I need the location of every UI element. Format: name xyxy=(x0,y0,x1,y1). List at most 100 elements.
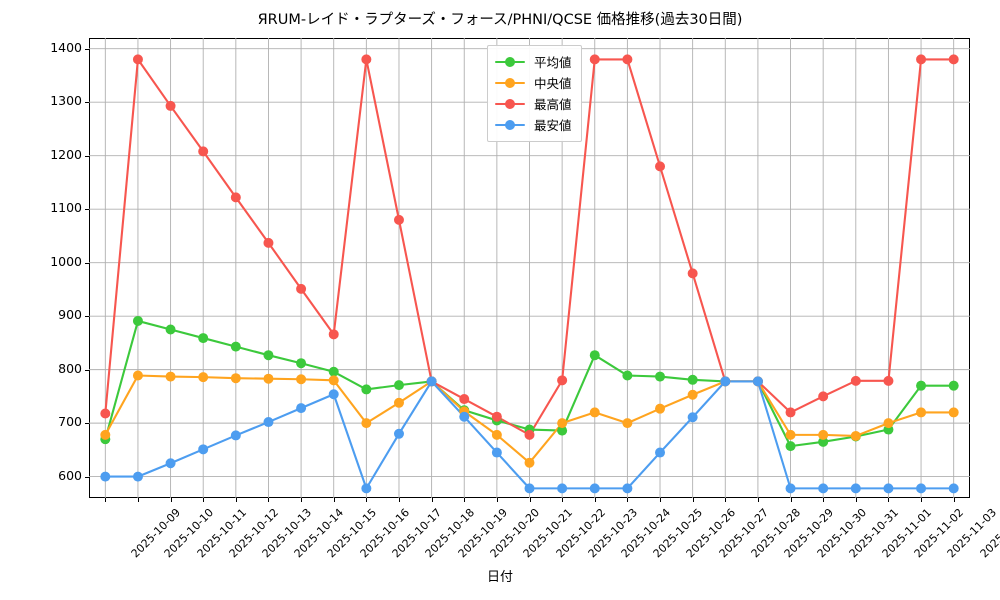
series-marker xyxy=(328,375,339,386)
series-marker xyxy=(850,430,861,441)
y-tick-label: 1000 xyxy=(50,253,82,269)
series-marker xyxy=(263,237,274,248)
series-marker xyxy=(948,380,959,391)
y-tick-label: 600 xyxy=(58,467,82,483)
chart-title: ЯRUM-レイド・ラプターズ・フォース/PHNI/QCSE 価格推移(過去30日… xyxy=(257,12,743,28)
legend-swatch-icon xyxy=(495,119,525,131)
legend-swatch-icon xyxy=(495,77,525,89)
series-marker xyxy=(165,324,176,335)
x-tick-mark xyxy=(496,498,498,502)
series-marker xyxy=(622,418,633,429)
x-tick-mark xyxy=(692,498,694,502)
series-marker xyxy=(589,350,600,361)
series-marker xyxy=(883,418,894,429)
y-tick-label: 800 xyxy=(58,360,82,376)
series-marker xyxy=(557,375,568,386)
series-marker xyxy=(785,441,796,452)
x-tick-mark xyxy=(660,498,662,502)
y-tick-mark xyxy=(85,48,89,50)
series-marker xyxy=(948,407,959,418)
y-tick-mark xyxy=(85,262,89,264)
x-tick-mark xyxy=(333,498,335,502)
series-marker xyxy=(361,418,372,429)
legend-label: 中央値 xyxy=(534,76,572,91)
series-marker xyxy=(687,374,698,385)
x-tick-mark xyxy=(235,498,237,502)
series-marker xyxy=(785,407,796,418)
y-tick-mark xyxy=(85,316,89,318)
series-marker xyxy=(459,394,470,405)
y-tick-mark xyxy=(85,102,89,104)
series-marker xyxy=(198,146,209,157)
series-marker xyxy=(524,457,535,468)
series-marker xyxy=(589,407,600,418)
series-marker xyxy=(361,483,372,494)
series-marker xyxy=(916,483,927,494)
y-tick-label: 1100 xyxy=(50,200,82,216)
series-marker xyxy=(263,373,274,384)
series-marker xyxy=(655,161,666,172)
series-marker xyxy=(296,283,307,294)
legend-label: 平均値 xyxy=(534,55,572,70)
series-marker xyxy=(491,411,502,422)
series-marker xyxy=(491,447,502,458)
x-tick-mark xyxy=(301,498,303,502)
series-marker xyxy=(883,483,894,494)
series-marker xyxy=(948,54,959,65)
series-marker xyxy=(948,483,959,494)
series-marker xyxy=(785,483,796,494)
x-tick-mark xyxy=(431,498,433,502)
series-marker xyxy=(850,375,861,386)
x-tick-mark xyxy=(562,498,564,502)
series-marker xyxy=(426,376,437,387)
series-marker xyxy=(393,397,404,408)
legend-item-3[interactable]: 最高値 xyxy=(495,93,572,114)
y-tick-mark xyxy=(85,423,89,425)
series-marker xyxy=(818,391,829,402)
series-marker xyxy=(622,483,633,494)
y-tick-mark xyxy=(85,155,89,157)
x-tick-mark xyxy=(757,498,759,502)
series-marker xyxy=(687,389,698,400)
legend-item-4[interactable]: 最安値 xyxy=(495,114,572,135)
x-tick-mark xyxy=(594,498,596,502)
series-marker xyxy=(328,389,339,400)
y-tick-mark xyxy=(85,476,89,478)
series-marker xyxy=(165,100,176,111)
series-marker xyxy=(296,358,307,369)
series-marker xyxy=(198,444,209,455)
series-marker xyxy=(263,350,274,361)
series-marker xyxy=(818,429,829,440)
legend-item-2[interactable]: 中央値 xyxy=(495,72,572,93)
series-marker xyxy=(655,403,666,414)
x-tick-mark xyxy=(137,498,139,502)
series-marker xyxy=(132,54,143,65)
legend-label: 最安値 xyxy=(534,118,572,133)
series-marker xyxy=(100,408,111,419)
series-marker xyxy=(361,384,372,395)
x-tick-mark xyxy=(725,498,727,502)
x-tick-mark xyxy=(366,498,368,502)
series-marker xyxy=(393,428,404,439)
series-marker xyxy=(916,54,927,65)
series-marker xyxy=(393,214,404,225)
x-tick-mark xyxy=(921,498,923,502)
series-marker xyxy=(818,483,829,494)
x-axis-label: 日付 xyxy=(486,570,513,585)
series-marker xyxy=(230,341,241,352)
y-tick-label: 700 xyxy=(58,414,82,430)
series-marker xyxy=(100,471,111,482)
x-tick-mark xyxy=(953,498,955,502)
series-marker xyxy=(230,192,241,203)
y-tick-label: 900 xyxy=(58,307,82,323)
series-marker xyxy=(165,458,176,469)
x-tick-mark xyxy=(203,498,205,502)
series-marker xyxy=(655,447,666,458)
series-marker xyxy=(622,54,633,65)
series-marker xyxy=(132,471,143,482)
legend-item-1[interactable]: 平均値 xyxy=(495,51,572,72)
series-marker xyxy=(328,329,339,340)
series-marker xyxy=(524,483,535,494)
series-marker xyxy=(818,436,829,447)
series-marker xyxy=(491,429,502,440)
